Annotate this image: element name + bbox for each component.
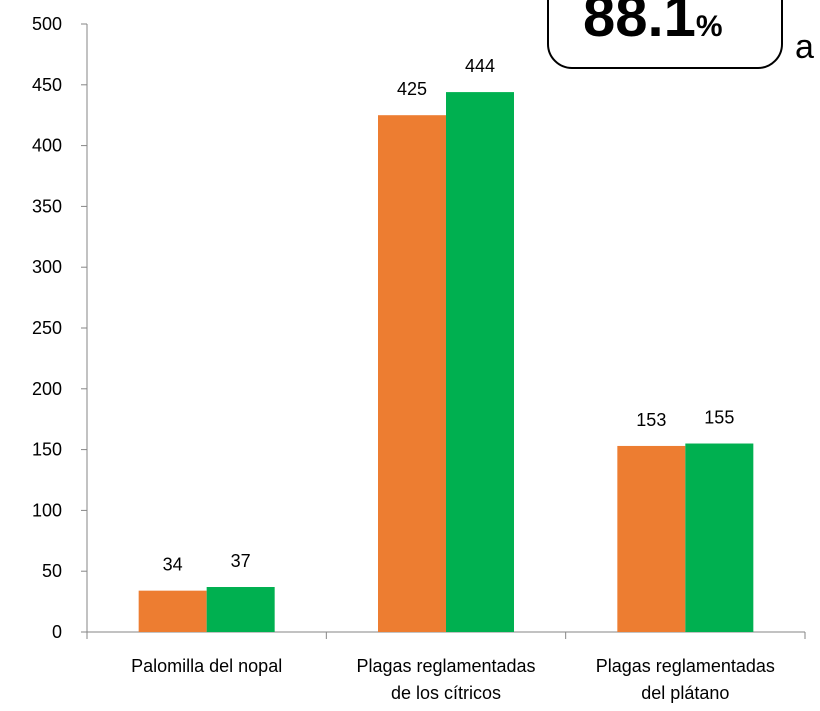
y-tick-label: 250 bbox=[32, 318, 62, 338]
bar bbox=[446, 92, 514, 632]
y-tick-label: 450 bbox=[32, 75, 62, 95]
y-tick-label: 150 bbox=[32, 440, 62, 460]
y-tick-label: 0 bbox=[52, 622, 62, 642]
x-tick-label: Palomilla del nopal bbox=[131, 656, 282, 676]
y-tick-label: 350 bbox=[32, 196, 62, 216]
bar bbox=[617, 445, 686, 632]
annotation-unit: % bbox=[696, 10, 723, 43]
y-tick-label: 300 bbox=[32, 257, 62, 277]
y-tick-label: 50 bbox=[42, 561, 62, 581]
bar bbox=[378, 115, 446, 632]
x-tick-label: Plagas reglamentadas bbox=[356, 656, 535, 676]
y-tick-label: 500 bbox=[32, 14, 62, 34]
x-tick-label: Plagas reglamentadas bbox=[596, 656, 775, 676]
x-tick-label: de los cítricos bbox=[391, 683, 501, 703]
annotation: 88.1% bbox=[583, 0, 723, 49]
x-tick-label: del plátano bbox=[641, 683, 729, 703]
y-tick-label: 200 bbox=[32, 379, 62, 399]
value-label: 37 bbox=[231, 551, 251, 571]
bar bbox=[206, 587, 275, 632]
annotation-box bbox=[547, 0, 783, 69]
bar bbox=[685, 443, 754, 632]
y-tick-label: 100 bbox=[32, 500, 62, 520]
bar bbox=[138, 590, 207, 632]
y-tick-label: 400 bbox=[32, 136, 62, 156]
value-label: 155 bbox=[704, 408, 734, 428]
value-label: 153 bbox=[636, 410, 666, 430]
annotation-text: a bbox=[795, 28, 814, 66]
value-label: 34 bbox=[163, 555, 183, 575]
annotation-number: 88.1 bbox=[583, 0, 696, 49]
value-label: 444 bbox=[465, 56, 495, 76]
value-label: 425 bbox=[397, 79, 427, 99]
